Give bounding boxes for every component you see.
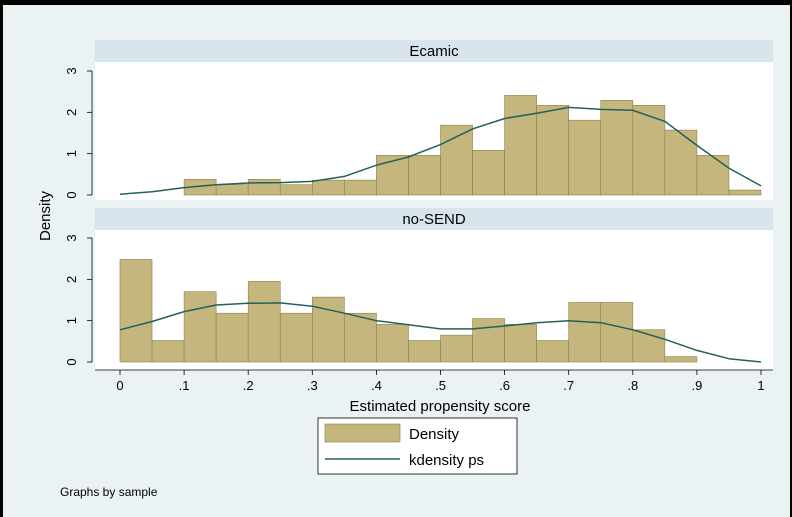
kdensity-line: [119, 302, 762, 363]
histogram-bar: [311, 179, 345, 196]
legend-label-kdensity: kdensity ps: [409, 452, 484, 469]
histogram-bar: [344, 312, 377, 363]
histogram-bar: [472, 318, 505, 363]
histogram-bar: [247, 281, 281, 363]
histogram-bar: [536, 340, 570, 363]
panel-title: Ecamic: [409, 43, 459, 60]
panel-title: no-SEND: [402, 211, 466, 228]
histogram-bar: [215, 184, 249, 196]
histogram-bar: [183, 291, 217, 363]
histogram-bar: [440, 334, 473, 363]
y-tick-label: 1: [64, 150, 79, 157]
histogram-bar: [728, 189, 762, 196]
histogram-bar: [600, 100, 634, 196]
panel-strip: [95, 40, 773, 62]
x-tick-label: 1: [757, 378, 764, 393]
panels: Ecamic 0 1 2 3 no-SEND 0 1 2 3 0 .1 .2 .3 .4 .5 .6 .7 .8 .9…: [64, 40, 773, 393]
x-tick-label: .7: [563, 378, 574, 393]
histogram-bar: [119, 259, 153, 363]
histogram-bar: [504, 95, 537, 196]
histogram-bar: [344, 179, 377, 196]
y-axis-title: Density: [37, 190, 54, 241]
panel-strip: [95, 208, 773, 230]
histogram-bar: [408, 155, 441, 196]
x-tick-label: .5: [435, 378, 446, 393]
x-axis: 0 .1 .2 .3 .4 .5 .6 .7 .8 .9 1: [95, 369, 773, 393]
y-tick-label: 3: [64, 234, 79, 241]
histogram-bar: [376, 324, 409, 363]
histogram-bar: [279, 184, 313, 196]
legend-bar-swatch: [324, 423, 401, 443]
legend: Density kdensity ps: [317, 417, 518, 475]
legend-label-density: Density: [409, 426, 460, 443]
kdensity-line: [119, 106, 762, 195]
histogram-bar: [600, 302, 634, 363]
y-tick-label: 0: [64, 358, 79, 365]
graphs-by-note: Graphs by sample: [60, 485, 158, 499]
y-tick-label: 0: [64, 191, 79, 198]
histogram-bar: [376, 155, 409, 196]
y-tick-label: 1: [64, 317, 79, 324]
x-tick-label: .8: [627, 378, 638, 393]
histogram-bar: [215, 312, 249, 363]
histogram-bar: [536, 105, 570, 196]
x-tick-label: .3: [307, 378, 318, 393]
histogram-bar: [247, 178, 281, 196]
histogram-bar: [151, 340, 185, 363]
x-tick-label: .4: [371, 378, 382, 393]
histogram-bar: [440, 124, 473, 196]
histogram-bar: [632, 105, 666, 196]
x-axis-title: Estimated propensity score: [350, 398, 531, 415]
x-tick-label: 0: [116, 378, 123, 393]
histogram-bar: [568, 119, 602, 196]
histogram-bar: [696, 155, 730, 196]
x-tick-label: .9: [691, 378, 702, 393]
histogram-bar: [568, 302, 602, 363]
panel-0: Ecamic 0 1 2 3: [64, 40, 773, 200]
histogram-bar: [504, 324, 537, 363]
histogram-bar: [472, 150, 505, 196]
y-tick-label: 3: [64, 67, 79, 74]
histogram-bar: [279, 312, 313, 363]
x-tick-label: .2: [243, 378, 254, 393]
x-tick-label: .1: [179, 378, 190, 393]
histogram-bar: [408, 340, 441, 363]
y-tick-label: 2: [64, 276, 79, 283]
y-tick-label: 2: [64, 109, 79, 116]
histogram-bar: [664, 129, 698, 196]
panel-1: no-SEND 0 1 2 3: [64, 208, 773, 370]
histogram-bar: [664, 356, 698, 363]
x-tick-label: .6: [499, 378, 510, 393]
